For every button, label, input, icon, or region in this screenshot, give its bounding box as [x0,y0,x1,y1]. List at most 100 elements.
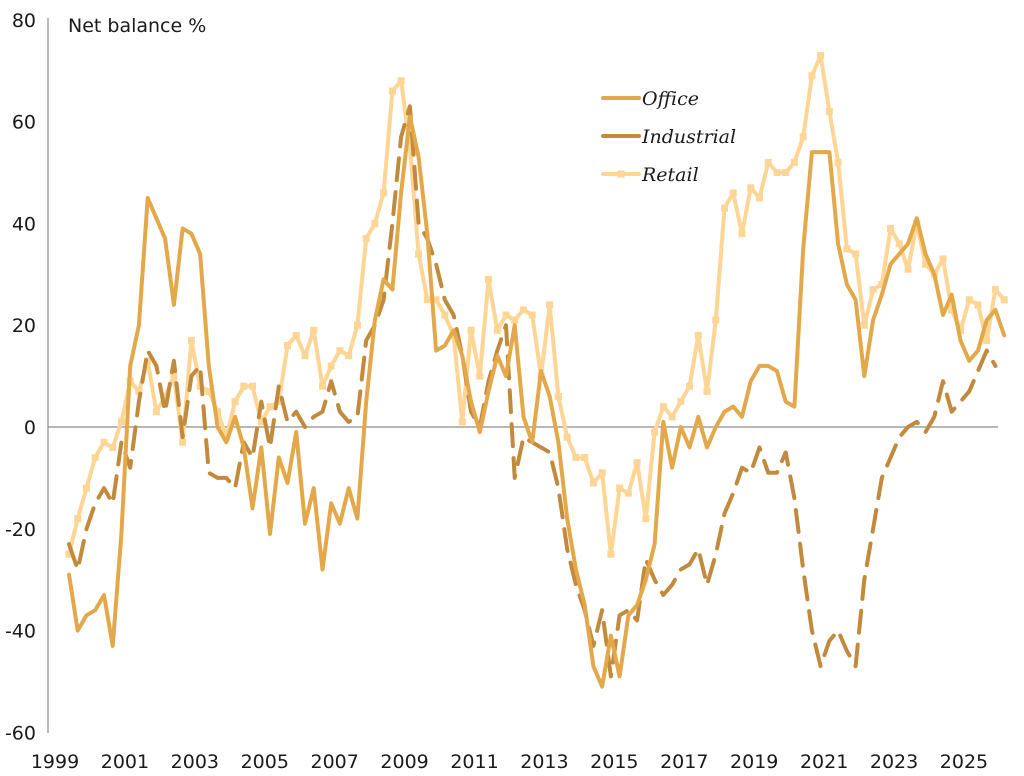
x-tick-label: 2005 [241,751,289,773]
data-point-retail [82,484,90,492]
data-point-retail [100,438,108,446]
data-point-retail [353,321,361,329]
data-point-retail [843,245,851,253]
data-point-retail [991,286,999,294]
data-point-retail [380,189,388,197]
data-point-retail [799,133,807,141]
x-tick-label: 2023 [870,751,918,773]
data-point-retail [686,382,694,390]
data-point-retail [135,387,143,395]
data-point-retail [712,316,720,324]
data-point-retail [887,224,895,232]
data-point-retail [817,51,825,59]
data-point-retail [249,382,257,390]
data-point-retail [729,189,737,197]
data-point-retail [983,336,991,344]
data-point-retail [231,398,239,406]
data-point-retail [187,336,195,344]
data-point-retail [939,255,947,263]
data-point-retail [642,515,650,523]
data-point-retail [345,352,353,360]
data-point-retail [554,392,562,400]
data-point-retail [694,331,702,339]
data-point-retail [624,489,632,497]
data-point-retail [738,230,746,238]
data-point-retail [519,306,527,314]
data-point-retail [764,158,772,166]
data-point-retail [825,107,833,115]
x-tick-label: 2009 [380,751,428,773]
x-tick-labels: 1999 2001 2003 2005 2007 2009 2011 2013 2015 2017… [31,751,988,773]
data-point-retail [397,77,405,85]
y-tick-labels: 80 60 40 20 0 -20 -40 -60 [5,10,36,745]
legend-item-industrial: Industrial [601,126,736,148]
data-point-retail [546,301,554,309]
series-line-retail [67,53,1007,557]
series-layer [65,51,1008,689]
data-point-retail [528,311,536,319]
x-tick-label: 1999 [31,751,79,773]
data-point-retail [327,362,335,370]
data-point-retail [406,143,414,151]
y-tick-label: 80 [12,10,36,32]
data-point-retail [703,387,711,395]
data-point-retail [362,235,370,243]
data-point-retail [388,87,396,95]
x-tick-label: 2013 [520,751,568,773]
data-point-retail [415,250,423,258]
data-point-retail [152,408,160,416]
data-point-retail [74,515,82,523]
data-point-retail [721,204,728,212]
y-tick-label: 0 [24,417,36,439]
y-tick-label: -20 [5,519,36,541]
data-point-retail [581,454,589,462]
legend-label: Industrial [641,126,736,148]
x-tick-label: 2003 [171,751,219,773]
data-point-retail [240,382,248,390]
data-point-retail [432,296,440,304]
y-tick-label: -60 [5,722,36,744]
data-point-retail [563,433,571,441]
legend-item-office: Office [601,88,699,110]
data-point-retail [790,158,798,166]
data-point-retail [336,347,344,355]
y-tick-label: 40 [12,213,36,235]
data-point-retail [633,459,641,467]
y-tick-label: -40 [5,621,36,643]
y-tick-label: 20 [12,315,36,337]
data-point-retail [117,418,125,426]
series-retail [65,51,1008,558]
data-point-retail [869,286,877,294]
data-point-retail [808,72,816,80]
data-point-retail [755,194,763,202]
data-point-retail [904,265,912,273]
data-point-retail [318,382,326,390]
data-point-retail [773,169,781,176]
data-point-retail [948,306,956,314]
data-point-retail [1000,296,1008,304]
data-point-retail [65,550,73,558]
data-point-retail [782,169,790,176]
x-tick-label: 2001 [101,751,149,773]
data-point-retail [266,403,274,411]
data-point-retail [852,250,860,258]
data-point-retail [441,311,449,319]
data-point-retail [659,403,667,411]
data-point-retail [598,469,606,477]
data-point-retail [965,296,973,304]
data-point-retail [170,372,178,380]
legend: Office Industrial Retail [601,88,736,186]
data-point-retail [257,418,265,426]
data-point-retail [878,280,886,288]
data-point-retail [179,438,187,446]
legend-label: Office [642,88,699,110]
data-point-retail [109,443,117,451]
data-point-retail [834,158,842,166]
data-point-retail [493,326,501,334]
data-point-retail [677,398,685,406]
data-point-retail [502,311,510,319]
data-point-retail [205,387,213,395]
x-tick-label: 2015 [590,751,638,773]
data-point-retail [292,331,300,339]
